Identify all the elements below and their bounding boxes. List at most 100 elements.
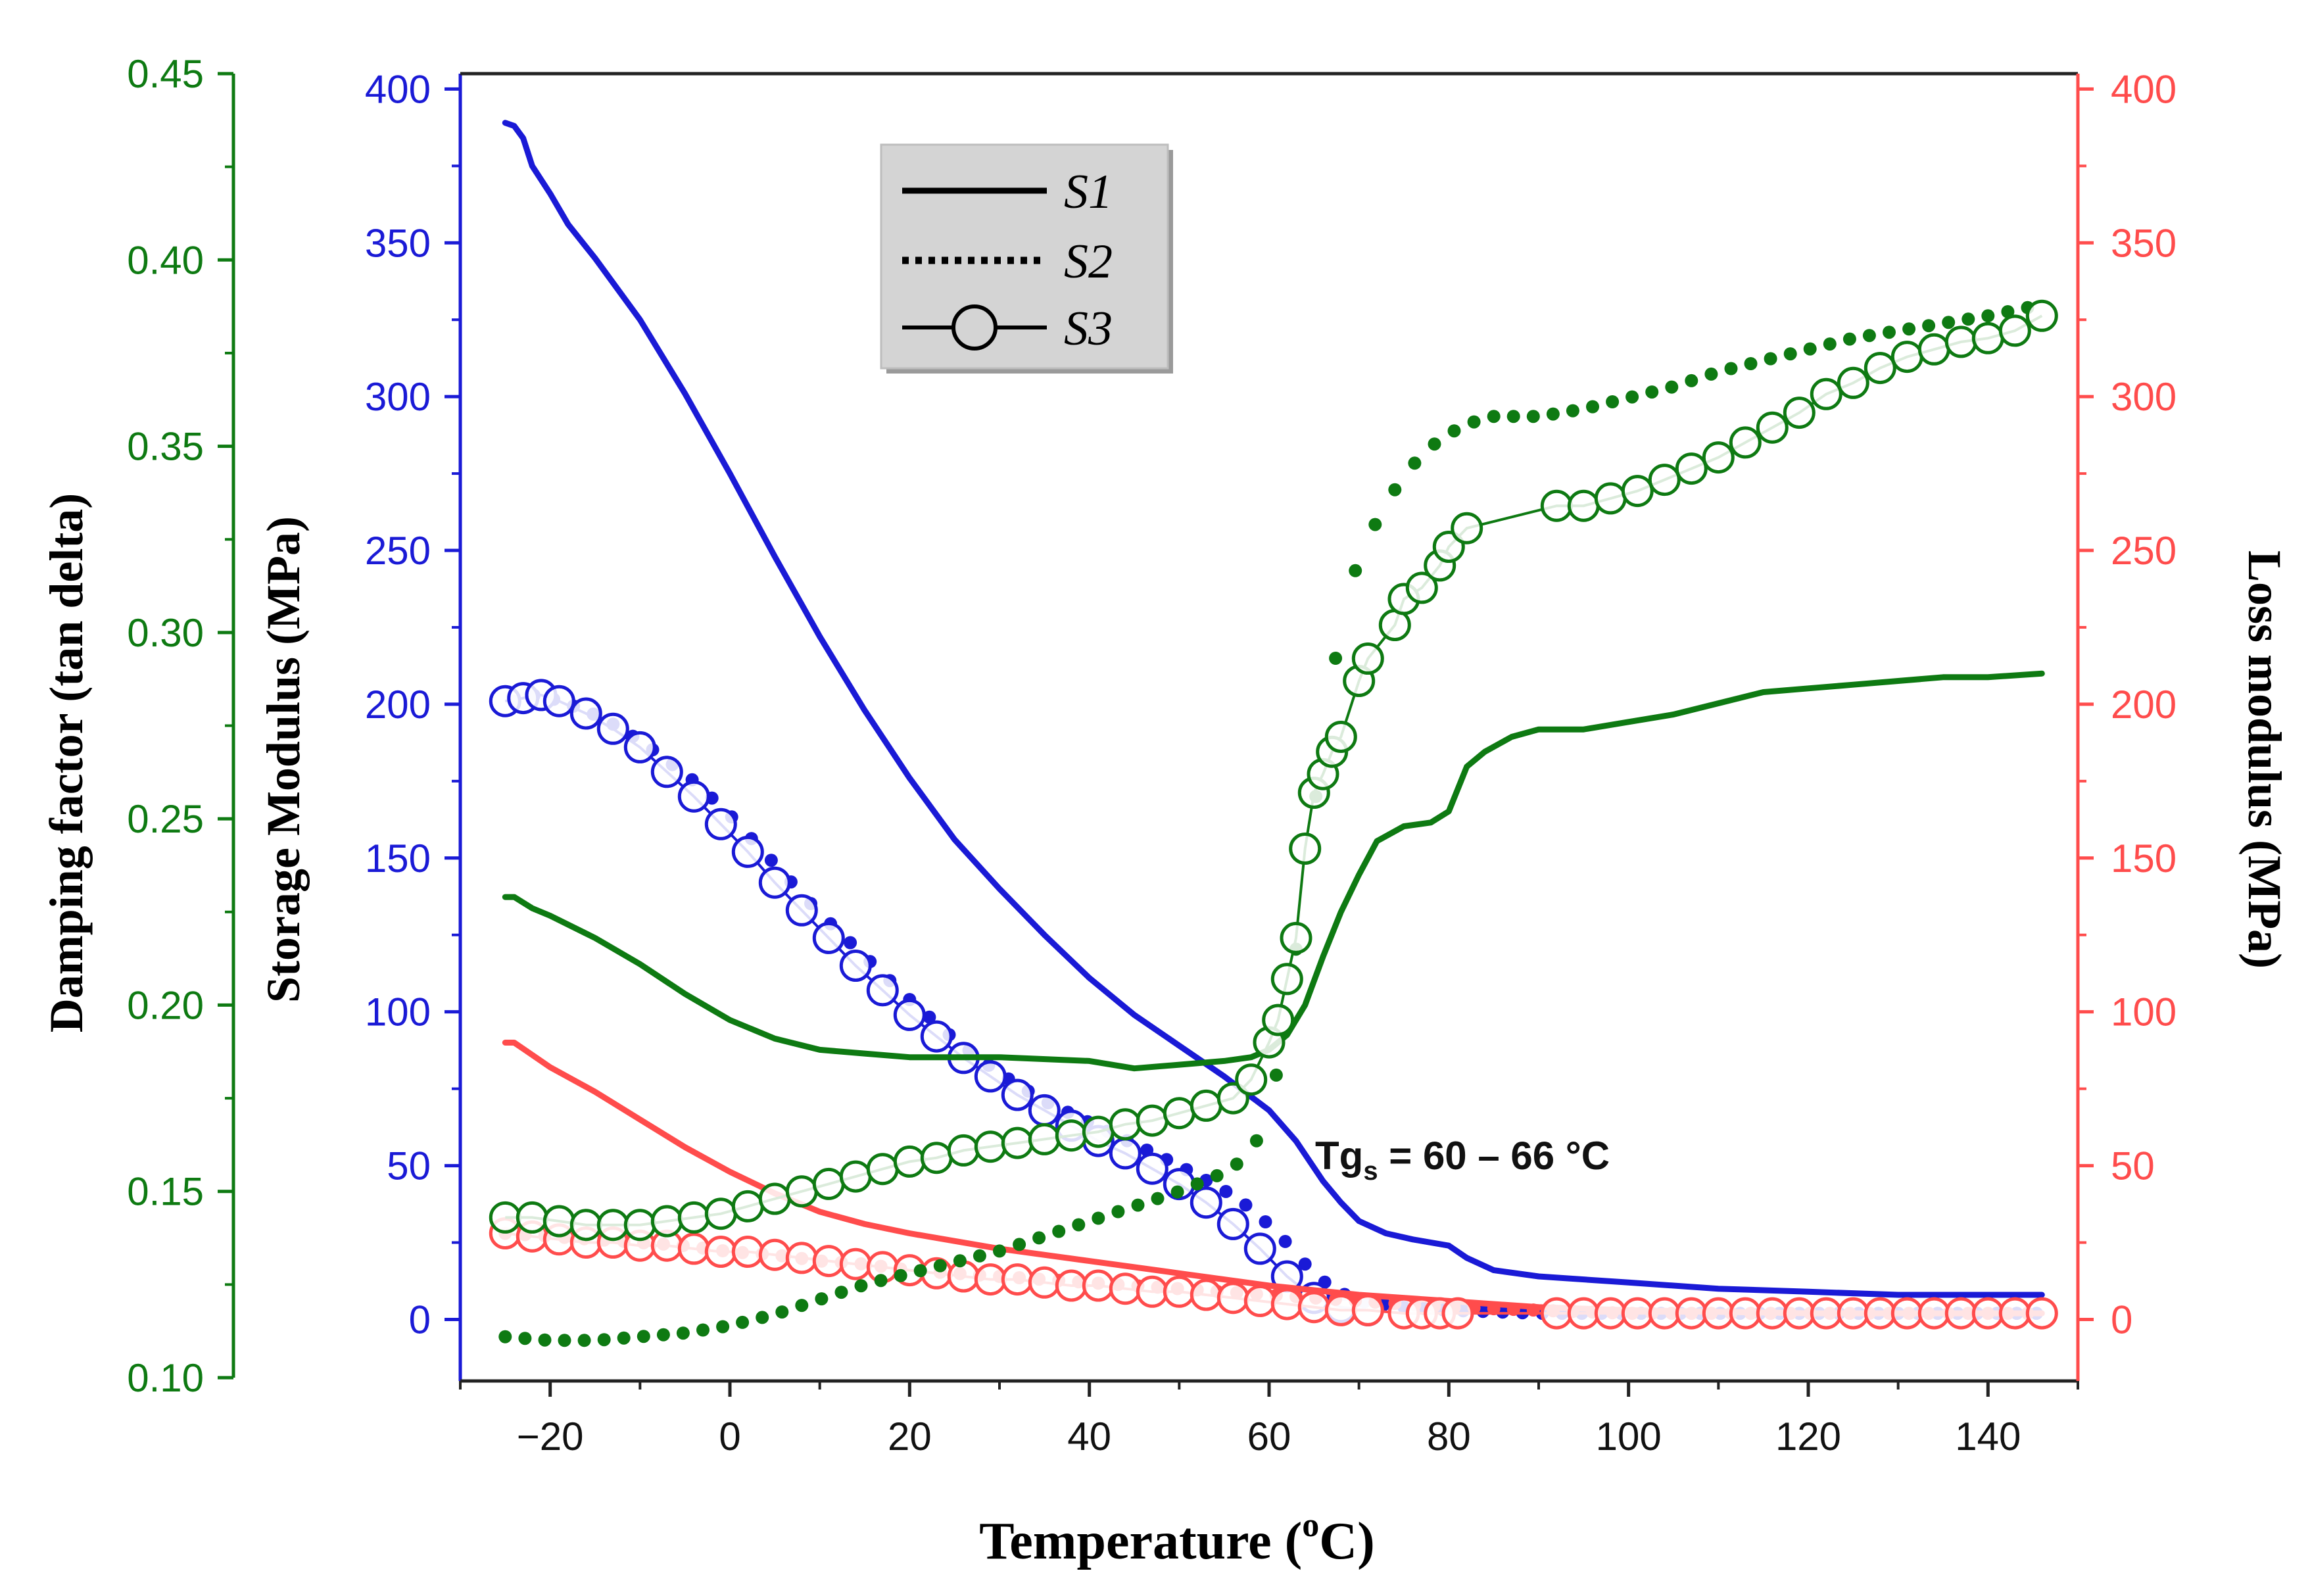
series-marker-s3-tan-delta [516,1201,548,1234]
series-dot-s2-tan-delta [1447,424,1461,438]
x-tick-label: 0 [719,1415,740,1459]
series-marker-s3-loss [1028,1266,1061,1299]
tg-annotation-sub: s [1363,1157,1378,1186]
tan-delta-tick-label: 0.40 [127,238,204,282]
series-marker-s3-tan-delta [1270,963,1303,996]
series-dot-s2-tan-delta [558,1334,571,1347]
series-dot-s2-tan-delta [1368,518,1382,531]
series-dot-s2-tan-delta [1586,400,1599,414]
series-marker-s3-loss [1136,1275,1168,1308]
series-marker-s3-storage [1190,1186,1222,1219]
series-marker-s3-tan-delta [1756,411,1789,444]
series-marker-s3-tan-delta [1837,366,1869,399]
series-marker-s3-loss [1998,1297,2031,1330]
series-marker-s3-tan-delta [920,1142,953,1174]
legend-label-s1: S1 [1064,165,1113,219]
series-marker-s3-tan-delta [1324,721,1357,753]
x-tick-label: 20 [888,1415,932,1459]
series-marker-s3-storage [731,835,764,868]
series-dot-s2-tan-delta [1170,1185,1184,1199]
series-marker-s3-loss [1971,1297,2004,1330]
legend-swatch-s3-marker [951,304,998,351]
series-marker-s3-tan-delta [866,1153,899,1186]
series-dot-s2-tan-delta [1783,347,1797,361]
series-marker-s3-tan-delta [1289,833,1322,865]
series-marker-s3-loss [1648,1297,1681,1330]
series-s3-loss [489,1217,2058,1330]
series-marker-s3-tan-delta [1136,1104,1168,1137]
storage-axis-title: Storage Modulus (MPa) [257,516,310,1003]
series-dot-s2-tan-delta [1388,483,1402,496]
loss-tick-label: 400 [2111,67,2177,111]
series-marker-s3-loss [704,1236,737,1268]
series-dot-s2-tan-delta [1230,1157,1243,1171]
series-marker-s3-storage [1243,1232,1276,1265]
series-marker-s3-tan-delta [1567,489,1600,522]
series-dot-s2-tan-delta [1685,374,1698,387]
tan-delta-tick-label: 0.45 [127,52,204,96]
series-marker-s3-loss [1082,1269,1115,1302]
series-dot-s2-tan-delta [1823,337,1837,351]
series-marker-s3-storage [812,921,845,954]
loss-tick-label: 300 [2111,375,2177,419]
loss-tick-label: 200 [2111,683,2177,727]
series-dot-s2-tan-delta [1546,407,1560,421]
series-marker-s3-tan-delta [839,1160,872,1193]
series-marker-s3-tan-delta [704,1197,737,1230]
series-dot-s2-tan-delta [597,1333,611,1347]
series-marker-s3-loss [1837,1297,1869,1330]
series-marker-s3-storage [1109,1137,1142,1170]
series-dot-s2-tan-delta [1190,1177,1204,1191]
series-marker-s3-tan-delta [1729,426,1762,459]
series-dot-s2-storage [1219,1184,1233,1198]
series-marker-s3-loss [1216,1282,1249,1315]
series-dot-s2-tan-delta [656,1328,670,1342]
series-marker-s3-tan-delta [1648,464,1681,496]
tan-delta-axis-title: Damping factor (tan delta) [40,493,93,1033]
loss-tick-label: 150 [2111,836,2177,881]
series-marker-s3-loss [1567,1297,1600,1330]
series-dot-s2-tan-delta [1764,352,1777,366]
series-dot-s2-tan-delta [1566,404,1579,418]
x-axis-title-sup: o [1302,1507,1319,1544]
series-marker-s3-loss [1729,1297,1762,1330]
series-marker-s3-tan-delta [812,1167,845,1200]
series-dot-s2-tan-delta [1981,309,1995,323]
series-marker-s3-loss [1243,1284,1276,1317]
x-tick-label: 40 [1067,1415,1111,1459]
series-marker-s3-tan-delta [1594,482,1627,515]
series-dot-s2-tan-delta [676,1326,690,1340]
series-line-s1-tan-delta [502,670,2045,1072]
series-dot-s2-tan-delta [736,1315,750,1329]
series-marker-s3-loss [1675,1297,1708,1330]
series-marker-s3-storage [1136,1152,1168,1185]
series-dot-s2-tan-delta [1210,1169,1224,1182]
loss-tick-label: 0 [2111,1297,2132,1342]
x-tick-label: 100 [1596,1415,1662,1459]
series-dot-s2-tan-delta [1665,380,1679,394]
series-marker-s3-tan-delta [623,1209,656,1242]
series-marker-s3-loss [1594,1297,1627,1330]
series-marker-s3-loss [1917,1297,1950,1330]
series-dot-s2-tan-delta [2001,305,2015,318]
series-dot-s2-tan-delta [1131,1198,1145,1212]
series-marker-s3-storage [596,712,629,745]
series-marker-s3-loss [839,1247,872,1280]
series-dot-s2-storage [1278,1234,1292,1248]
series-marker-s3-loss [758,1238,791,1271]
series-marker-s3-tan-delta [542,1205,575,1238]
series-marker-s3-tan-delta [731,1190,764,1222]
series-marker-s3-tan-delta [1028,1123,1061,1155]
series-marker-s3-storage [866,974,899,1007]
series-marker-s3-loss [785,1242,818,1274]
series-marker-s3-tan-delta [677,1201,710,1234]
series-marker-s3-loss [1890,1297,1923,1330]
legend-label-s2: S2 [1064,235,1113,289]
series-marker-s3-tan-delta [1890,341,1923,374]
series-dot-s2-tan-delta [1032,1231,1046,1245]
series-dot-s2-tan-delta [617,1331,631,1345]
series-marker-s3-loss [812,1245,845,1278]
series-dot-s2-tan-delta [1961,312,1975,326]
series-marker-s3-loss [1810,1297,1842,1330]
